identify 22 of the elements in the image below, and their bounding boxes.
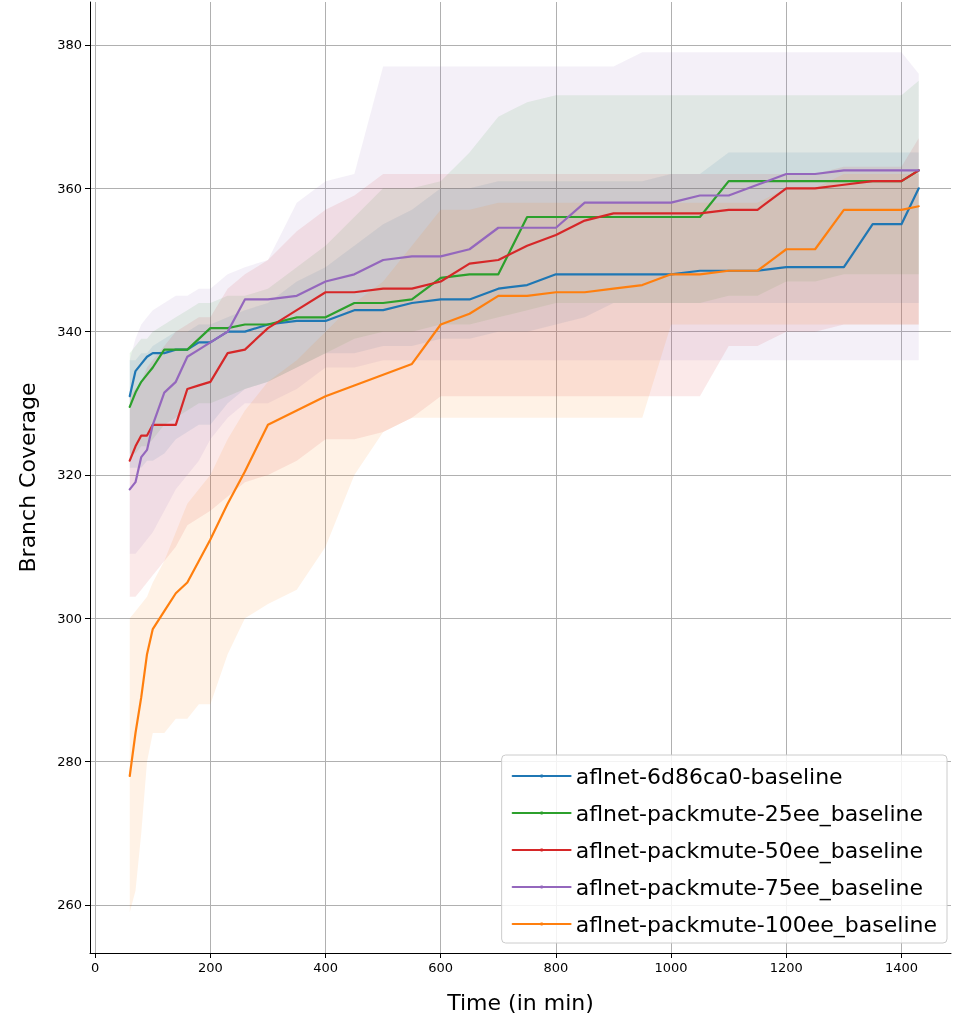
x-tick-label: 200 [197, 960, 223, 975]
x-axis-title: Time (in min) [446, 989, 594, 1015]
x-tick-label: 0 [91, 960, 100, 975]
y-tick-label: 380 [57, 37, 82, 53]
y-axis-title: Branch Coverage [14, 382, 40, 573]
x-tick-label: 1400 [884, 960, 919, 975]
x-tick-label: 800 [543, 960, 569, 975]
legend-label: aflnet-packmute-25ee_baseline [575, 800, 924, 827]
legend-label: aflnet-6d86ca0-baseline [575, 763, 843, 789]
y-tick-label: 280 [57, 754, 82, 770]
x-tick-label: 1000 [654, 960, 688, 975]
y-tick-label: 320 [57, 467, 82, 483]
y-tick-label: 340 [57, 324, 82, 340]
legend-label: aflnet-packmute-100ee_baseline [575, 911, 938, 938]
x-tick-label: 1200 [769, 960, 803, 975]
legend-label: aflnet-packmute-75ee_baseline [575, 874, 924, 901]
y-tick-label: 260 [57, 897, 82, 913]
x-tick-label: 400 [313, 960, 338, 975]
y-tick-label: 300 [57, 610, 82, 626]
legend-label: aflnet-packmute-50ee_baseline [575, 837, 924, 864]
y-tick-label: 360 [57, 180, 82, 196]
x-tick-label: 600 [428, 960, 454, 975]
